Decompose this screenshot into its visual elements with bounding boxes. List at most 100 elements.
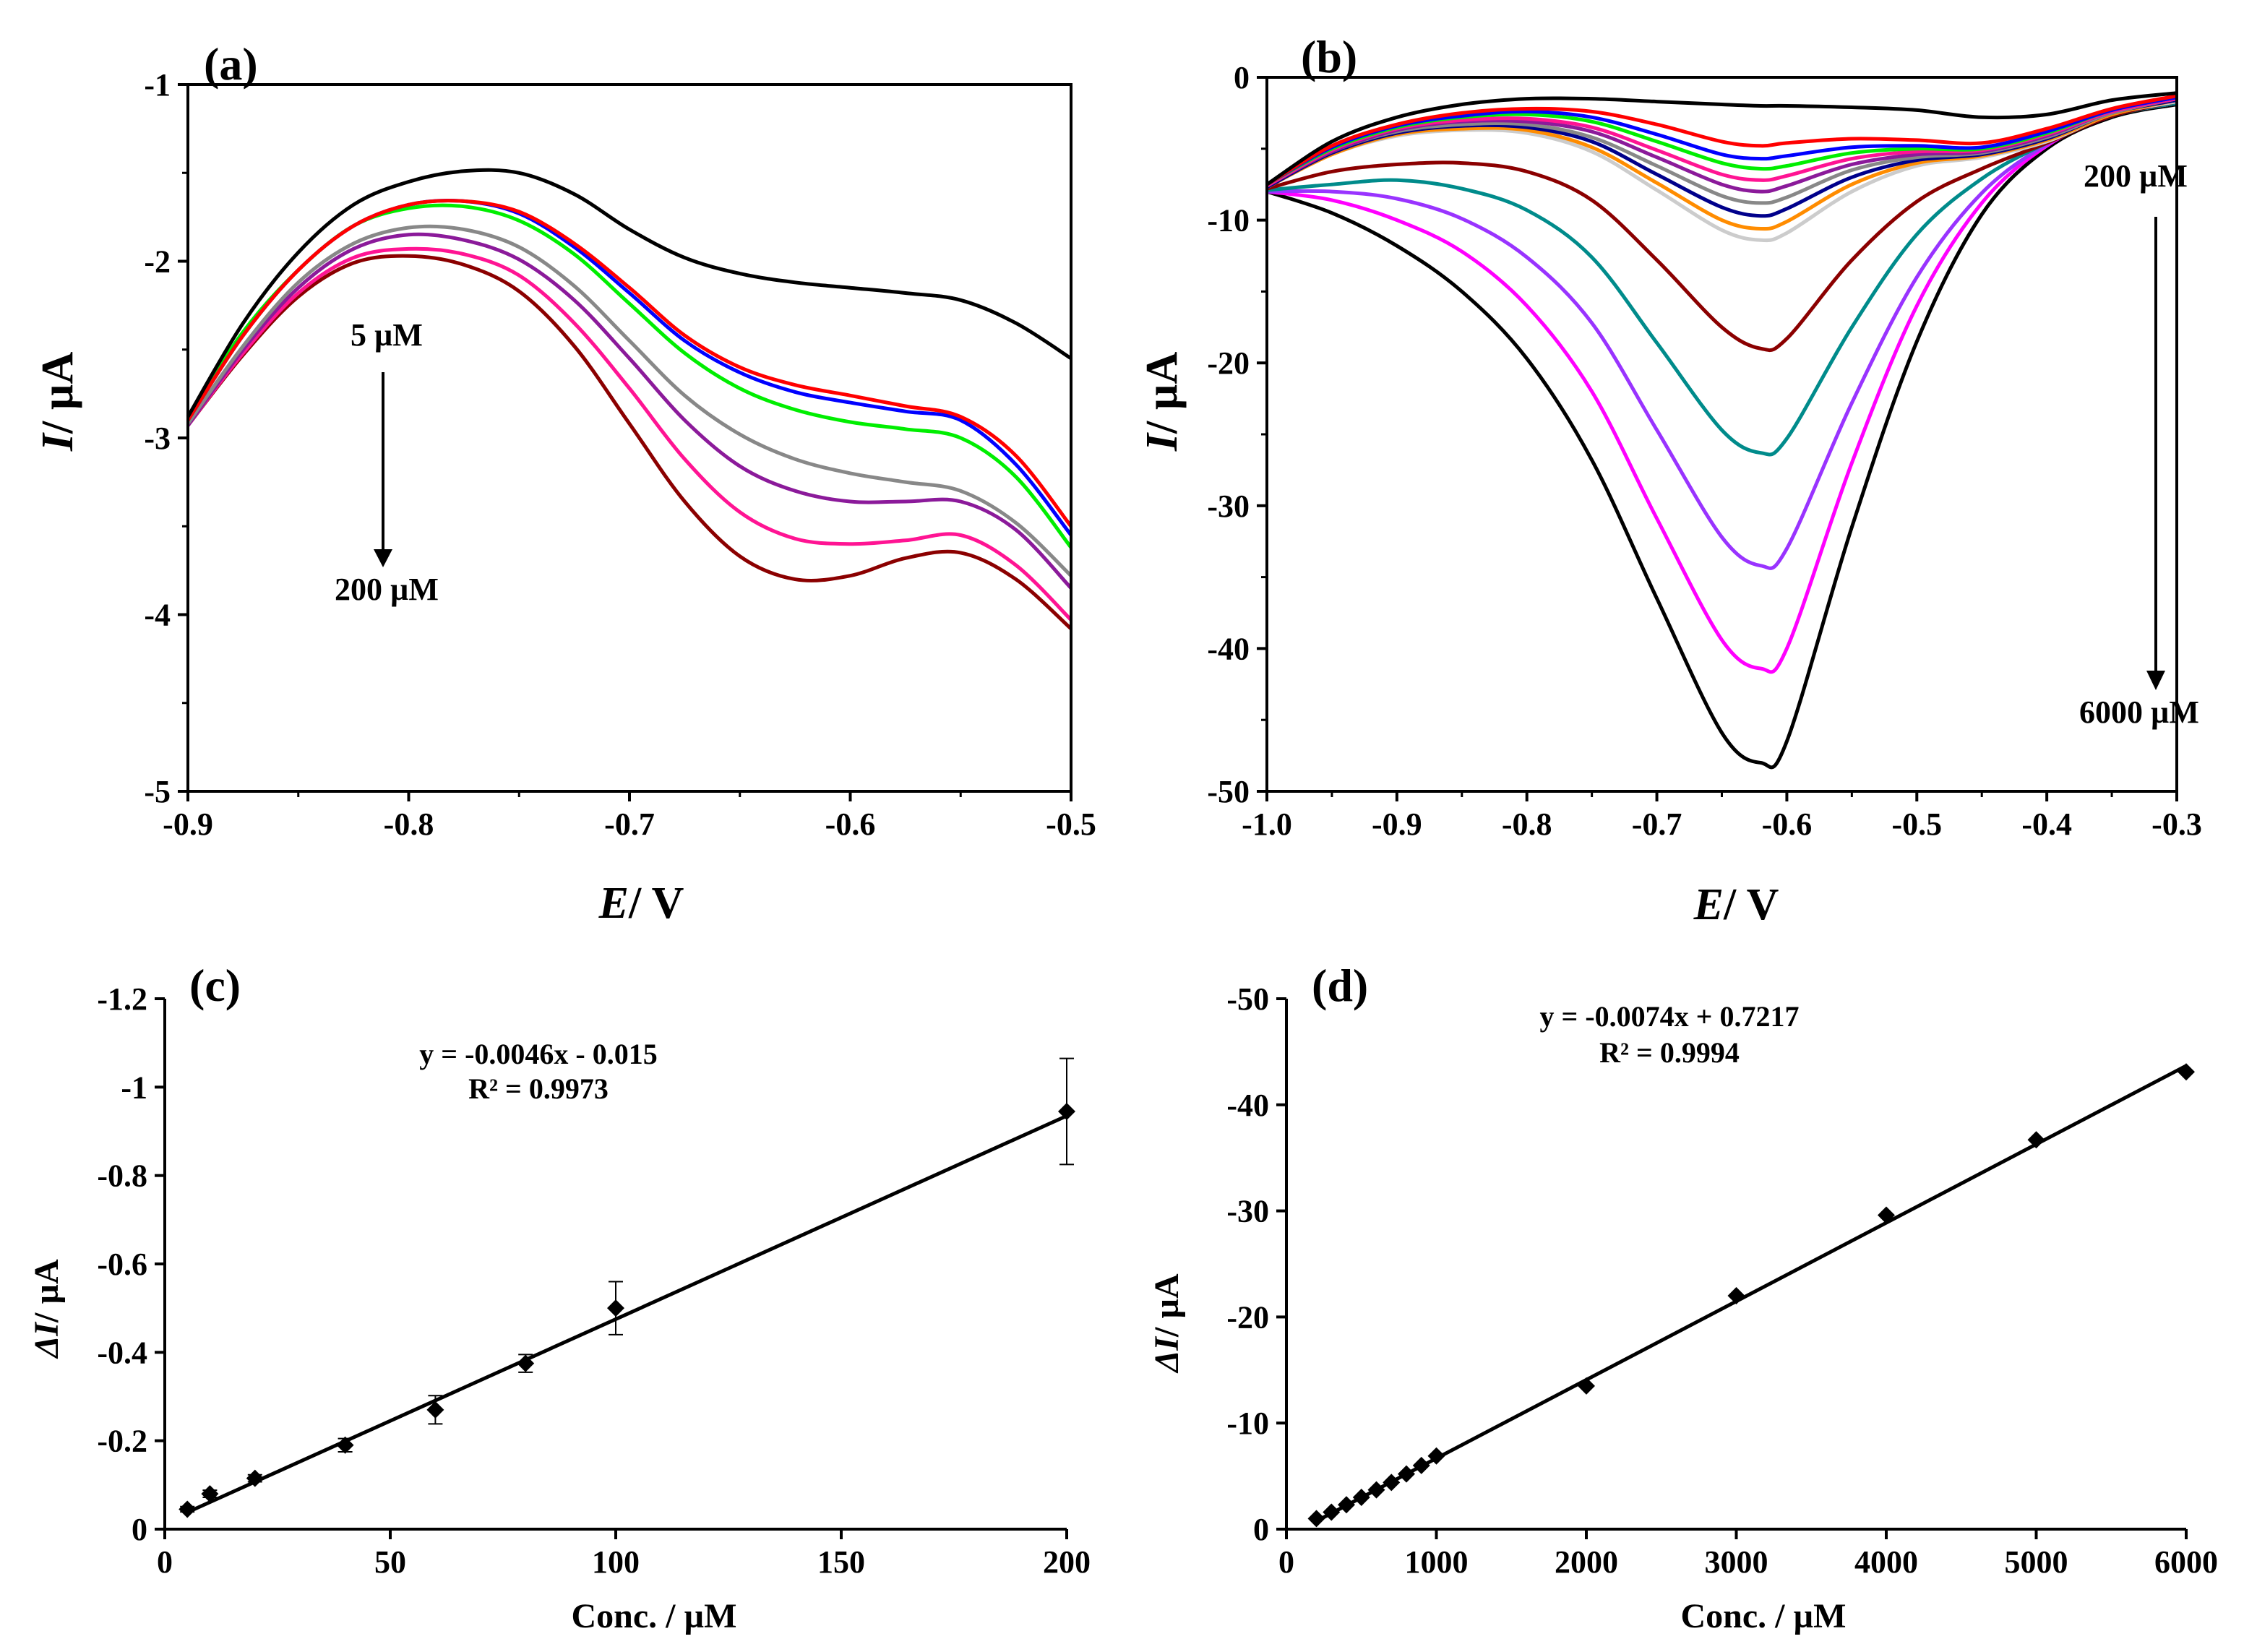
panel-a-xlabel-unit: / V <box>628 879 684 928</box>
panel-a-y-tick-label: -2 <box>144 244 171 280</box>
panel-a-end-annotation: 200 µM <box>335 572 439 607</box>
panel-d-xlabel: Conc. / µM <box>1681 1597 1847 1635</box>
panel-a: (a) -0.9 -0.8 -0.7 -0.6 -0.5-5-4-3-2-1 5 µM … <box>33 38 1096 928</box>
panel-c-r-squared: R² = 0.9973 <box>468 1072 609 1105</box>
panel-d-plot <box>1307 1063 2195 1528</box>
panel-b-y-tick-label: -20 <box>1207 345 1250 381</box>
panel-b-y-tick-label: -40 <box>1207 631 1250 666</box>
panel-d-axes: 0 1000 2000 3000 4000 5000 6000 0 -10 -20 -30 -40 -5… <box>1226 981 2218 1580</box>
panel-d-r-squared: R² = 0.9994 <box>1599 1036 1740 1069</box>
panel-b-x-tick-label: -1.0 <box>1242 806 1292 842</box>
panel-a-series-line <box>186 232 1072 590</box>
panel-d-data-point <box>1307 1510 1325 1528</box>
panel-a-series-line <box>186 246 1072 621</box>
panel-a-x-tick-label: -0.5 <box>1046 806 1096 842</box>
panel-b-x-tick-label: -0.4 <box>2021 806 2072 842</box>
panel-b-x-tick-label: -0.9 <box>1372 806 1422 842</box>
panel-b-series-line <box>1266 100 2178 353</box>
panel-b-xlabel-unit: / V <box>1723 880 1779 929</box>
panel-d-ylabel-unit: / µA <box>1148 1273 1186 1338</box>
panel-c-data-point <box>1058 1102 1075 1120</box>
panel-b-x-tick-label: -0.5 <box>1891 806 1942 842</box>
panel-c-y-tick-label: -0.4 <box>97 1335 147 1370</box>
panel-d-data-point <box>1578 1377 1595 1395</box>
panel-a-x-tick-label: -0.8 <box>384 806 434 842</box>
panel-c-label: (c) <box>189 960 241 1011</box>
panel-d-y-tick-label: -20 <box>1226 1299 1269 1335</box>
panel-a-label: (a) <box>204 38 258 90</box>
panel-a-series-line <box>186 199 1072 528</box>
panel-c: (c) 0 50 100 150 2000-0.2-0.4-0.6-0.8-1-1.2 … <box>27 960 1091 1635</box>
panel-b-arrow-head <box>2146 671 2165 690</box>
panel-d-data-point <box>1338 1496 1355 1514</box>
panel-c-xlabel: Conc. / µM <box>572 1597 737 1635</box>
panel-b-label: (b) <box>1301 31 1357 82</box>
panel-b-y-tick-label: -50 <box>1207 774 1250 809</box>
panel-b-series-line <box>1265 91 2178 186</box>
panel-d-data-point <box>1367 1481 1385 1499</box>
panel-b-x-tick-label: -0.7 <box>1632 806 1682 842</box>
panel-a-x-tick-label: -0.6 <box>825 806 876 842</box>
panel-a-ylabel: I / µA <box>33 352 82 452</box>
panel-b-xlabel-var: E <box>1693 880 1724 929</box>
panel-d-y-tick-label: -40 <box>1226 1088 1269 1123</box>
panel-c-x-tick-label: 200 <box>1043 1544 1091 1580</box>
panel-b-x-tick-label: -0.3 <box>2151 806 2202 842</box>
panel-b-series <box>1265 91 2178 770</box>
panel-d-equation: y = -0.0074x + 0.7217 <box>1540 1000 1800 1033</box>
panel-c-y-tick-label: -0.8 <box>97 1158 147 1194</box>
panel-c-x-tick-label: 0 <box>157 1544 173 1580</box>
panel-a-start-annotation: 5 µM <box>351 317 423 353</box>
panel-d-data-point <box>1727 1287 1745 1305</box>
panel-d-data-point <box>1352 1488 1370 1506</box>
panel-c-y-tick-label: -0.6 <box>97 1247 147 1282</box>
panel-d-label: (d) <box>1312 960 1368 1011</box>
panel-a-series-line <box>186 224 1072 577</box>
panel-d-data-point <box>2178 1063 2195 1081</box>
panel-b-series-line <box>1266 101 2178 457</box>
panel-a-y-tick-label: -3 <box>144 421 171 456</box>
panel-d-x-tick-label: 4000 <box>1854 1544 1918 1580</box>
panel-c-y-tick-label: -1.2 <box>97 981 147 1017</box>
panel-c-x-tick-label: 50 <box>374 1544 406 1580</box>
panel-d-x-tick-label: 6000 <box>2154 1544 2218 1580</box>
panel-b-ylabel-var: I <box>1138 432 1187 452</box>
panel-b-ylabel: I / µA <box>1138 352 1187 452</box>
panel-d-ylabel: ΔI / µA <box>1148 1273 1186 1374</box>
panel-b-series-line <box>1265 94 2178 186</box>
panel-c-y-tick-label: 0 <box>132 1512 147 1547</box>
panel-c-fit-line <box>186 1114 1068 1515</box>
panel-a-x-tick-label: -0.9 <box>163 806 213 842</box>
panel-d: (d) 0 1000 2000 3000 4000 5000 6000 0 -10 -20 -30 -… <box>1148 960 2218 1635</box>
panel-a-y-tick-label: -1 <box>144 67 171 103</box>
panel-c-data-point <box>426 1401 444 1419</box>
panel-a-y-tick-label: -4 <box>144 598 171 633</box>
panel-c-axes: 0 50 100 150 200 0 -0.2 -0.4 -0.6 -0.8 -1 -1.2 <box>97 981 1091 1580</box>
panel-a-series-line <box>186 254 1072 630</box>
panel-d-y-tick-label: 0 <box>1253 1512 1269 1547</box>
panel-b: (b) -1.0 -0.9 -0.8 -0.7 -0.6 -0.5 -0.4 -0.3-50-… <box>1138 31 2202 929</box>
panel-d-data-point <box>2027 1131 2045 1149</box>
panel-b-x-tick-label: -0.6 <box>1762 806 1813 842</box>
panel-b-axes: -1.0 -0.9 -0.8 -0.7 -0.6 -0.5 -0.4 -0.3 -50 -40 -3… <box>1207 60 2201 842</box>
panel-a-frame <box>186 83 1072 793</box>
panel-b-y-tick-label: 0 <box>1234 60 1250 95</box>
panel-d-data-point <box>1427 1447 1445 1465</box>
panel-c-data-point <box>246 1469 264 1487</box>
panel-c-x-tick-label: 150 <box>817 1544 865 1580</box>
panel-b-y-tick-label: -10 <box>1207 203 1250 238</box>
panel-a-y-tick-label: -5 <box>144 774 171 809</box>
panel-b-y-tick-label: -30 <box>1207 489 1250 524</box>
panel-c-data-point <box>607 1299 624 1317</box>
panel-a-axes: -0.9 -0.8 -0.7 -0.6 -0.5 -5 -4 -3 -2 -1 <box>144 67 1096 842</box>
panel-c-data-point <box>179 1500 197 1518</box>
panel-d-ylabel-var: ΔI <box>1148 1335 1186 1374</box>
panel-b-end-annotation: 6000 µM <box>2079 694 2199 730</box>
panel-c-data-point <box>201 1485 219 1503</box>
panel-c-y-tick-label: -0.2 <box>97 1424 147 1459</box>
panel-a-series-line <box>186 168 1072 418</box>
panel-d-y-tick-label: -10 <box>1226 1406 1269 1441</box>
panel-b-x-tick-label: -0.8 <box>1502 806 1552 842</box>
panel-a-xlabel-var: E <box>598 879 629 928</box>
